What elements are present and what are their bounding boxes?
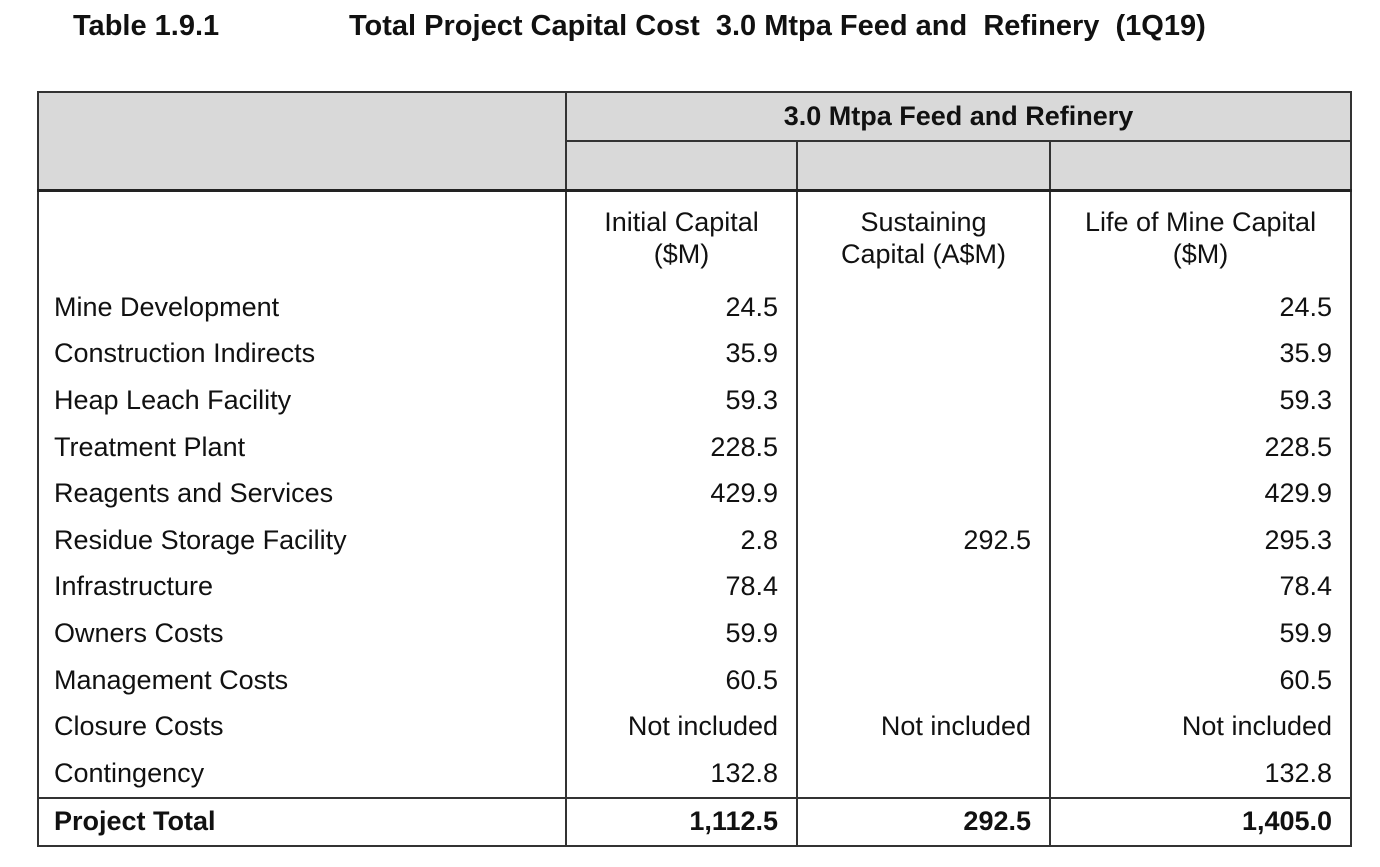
column-header-line: Capital (A$M) xyxy=(840,239,1007,269)
cell-initial: 2.8 xyxy=(565,516,798,564)
cell-sustaining xyxy=(796,284,1051,331)
row-label: Treatment Plant xyxy=(37,423,567,471)
cell-lom: 59.9 xyxy=(1048,610,1353,657)
cell-sustaining xyxy=(796,330,1051,378)
column-header-blank xyxy=(37,190,567,284)
header-empty-cell xyxy=(565,140,798,192)
row-label: Closure Costs xyxy=(37,703,567,750)
cell-initial: 59.9 xyxy=(565,610,798,657)
cell-lom: 228.5 xyxy=(1048,423,1353,471)
cell-lom: 35.9 xyxy=(1048,330,1353,378)
table-body: Mine Development 24.5 24.5 Construction Ind… xyxy=(37,284,1353,799)
table-row: Owners Costs 59.9 59.9 xyxy=(37,610,1353,657)
table-caption: Table 1.9.1 Total Project Capital Cost 3… xyxy=(0,10,1380,50)
row-label: Reagents and Services xyxy=(37,470,567,517)
header-blank-cell xyxy=(37,91,567,192)
header-row-group: 3.0 Mtpa Feed and Refinery xyxy=(37,91,1353,192)
row-label: Contingency xyxy=(37,749,567,799)
total-initial: 1,112.5 xyxy=(565,796,798,847)
cell-lom: 295.3 xyxy=(1048,516,1353,564)
cell-initial: 78.4 xyxy=(565,563,798,611)
cell-lom: 60.5 xyxy=(1048,656,1353,704)
column-header-line: ($M) xyxy=(653,239,710,269)
cell-initial: Not included xyxy=(565,703,798,750)
cell-initial: 132.8 xyxy=(565,749,798,799)
column-header-sustaining: Sustaining Capital (A$M) xyxy=(796,190,1051,284)
table-row: Treatment Plant 228.5 228.5 xyxy=(37,423,1353,471)
table-row: Residue Storage Facility 2.8 292.5 295.3 xyxy=(37,516,1353,564)
column-header-lom: Life of Mine Capital ($M) xyxy=(1048,190,1353,284)
row-label: Owners Costs xyxy=(37,610,567,657)
cell-lom: Not included xyxy=(1048,703,1353,750)
table-row: Infrastructure 78.4 78.4 xyxy=(37,563,1353,611)
cell-lom: 24.5 xyxy=(1048,284,1353,331)
table-row: Reagents and Services 429.9 429.9 xyxy=(37,470,1353,517)
cell-lom: 429.9 xyxy=(1048,470,1353,517)
table-number: Table 1.9.1 xyxy=(73,10,220,42)
cell-sustaining xyxy=(796,610,1051,657)
header-empty-cell xyxy=(796,140,1051,192)
column-header-row: Initial Capital ($M) Sustaining Capital … xyxy=(37,190,1353,284)
cell-sustaining xyxy=(796,470,1051,517)
cell-sustaining xyxy=(796,377,1051,424)
group-header: 3.0 Mtpa Feed and Refinery xyxy=(564,91,1353,142)
total-lom: 1,405.0 xyxy=(1048,796,1353,847)
column-header-line: Initial Capital xyxy=(604,206,759,237)
total-sustaining: 292.5 xyxy=(796,796,1051,847)
column-header-initial: Initial Capital ($M) xyxy=(565,190,798,284)
capital-cost-table: 3.0 Mtpa Feed and Refinery Initial Capit… xyxy=(37,91,1353,847)
column-header-line: ($M) xyxy=(1172,239,1229,269)
cell-initial: 59.3 xyxy=(565,377,798,424)
cell-initial: 429.9 xyxy=(565,470,798,517)
column-header-line: Sustaining xyxy=(860,206,987,237)
row-label: Heap Leach Facility xyxy=(37,377,567,424)
table-row: Construction Indirects 35.9 35.9 xyxy=(37,330,1353,378)
row-label: Management Costs xyxy=(37,656,567,704)
cell-sustaining xyxy=(796,656,1051,704)
cell-sustaining xyxy=(796,423,1051,471)
row-label: Infrastructure xyxy=(37,563,567,611)
table-row: Mine Development 24.5 24.5 xyxy=(37,284,1353,331)
table-row: Heap Leach Facility 59.3 59.3 xyxy=(37,377,1353,424)
cell-initial: 228.5 xyxy=(565,423,798,471)
table-title: Total Project Capital Cost 3.0 Mtpa Feed… xyxy=(349,10,1206,42)
cell-initial: 24.5 xyxy=(565,284,798,331)
cell-sustaining xyxy=(796,749,1051,799)
header-row-empty xyxy=(38,140,1353,192)
cell-lom: 78.4 xyxy=(1048,563,1353,611)
total-label: Project Total xyxy=(37,796,567,847)
cell-initial: 35.9 xyxy=(565,330,798,378)
header-empty-cell xyxy=(1048,140,1353,192)
row-label: Construction Indirects xyxy=(37,330,567,378)
table-row: Contingency 132.8 132.8 xyxy=(37,749,1353,799)
cell-sustaining xyxy=(796,563,1051,611)
total-row: Project Total 1,112.5 292.5 1,405.0 xyxy=(37,796,1353,847)
cell-sustaining: Not included xyxy=(796,703,1051,750)
cell-initial: 60.5 xyxy=(565,656,798,704)
column-header-line: Life of Mine Capital xyxy=(1084,206,1317,237)
row-label: Residue Storage Facility xyxy=(37,516,567,564)
cell-sustaining: 292.5 xyxy=(796,516,1051,564)
cell-lom: 132.8 xyxy=(1048,749,1353,799)
cell-lom: 59.3 xyxy=(1048,377,1353,424)
table-row: Closure Costs Not included Not included Not… xyxy=(37,703,1353,750)
row-label: Mine Development xyxy=(37,284,567,331)
table-row: Management Costs 60.5 60.5 xyxy=(37,656,1353,704)
